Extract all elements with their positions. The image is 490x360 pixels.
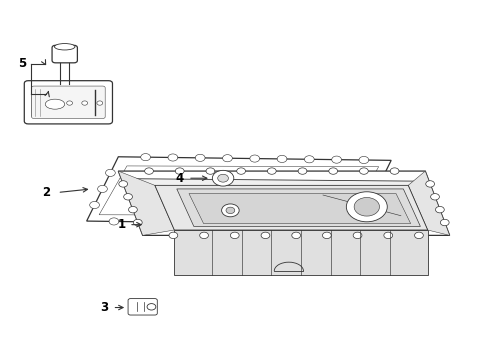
Polygon shape (177, 189, 420, 226)
Circle shape (354, 198, 379, 216)
Text: 2: 2 (42, 186, 50, 199)
Circle shape (415, 232, 423, 239)
Text: 4: 4 (176, 172, 184, 185)
Circle shape (332, 156, 342, 163)
Circle shape (128, 206, 137, 213)
Circle shape (245, 220, 255, 227)
Circle shape (164, 219, 173, 226)
Text: 1: 1 (118, 218, 125, 231)
Circle shape (191, 219, 201, 226)
Polygon shape (87, 157, 391, 225)
Circle shape (221, 204, 239, 217)
Circle shape (384, 232, 392, 239)
Circle shape (390, 168, 399, 174)
Circle shape (327, 221, 337, 228)
Circle shape (119, 181, 127, 187)
Circle shape (250, 155, 260, 162)
Circle shape (298, 168, 307, 174)
Circle shape (346, 192, 387, 222)
Circle shape (218, 219, 228, 226)
Circle shape (196, 154, 205, 161)
Circle shape (277, 156, 287, 162)
Ellipse shape (54, 44, 75, 50)
Circle shape (222, 155, 232, 162)
Circle shape (322, 232, 331, 239)
Circle shape (145, 168, 153, 174)
Circle shape (200, 232, 208, 239)
Polygon shape (118, 171, 450, 235)
Text: 5: 5 (19, 57, 27, 71)
FancyBboxPatch shape (31, 86, 105, 118)
Circle shape (133, 219, 142, 226)
Circle shape (212, 170, 234, 186)
Circle shape (426, 181, 435, 187)
Circle shape (109, 218, 119, 225)
Circle shape (292, 232, 300, 239)
Circle shape (268, 168, 276, 174)
Circle shape (329, 168, 338, 174)
Circle shape (123, 194, 132, 200)
Polygon shape (174, 230, 428, 275)
Circle shape (105, 169, 115, 176)
Circle shape (360, 168, 368, 174)
Circle shape (169, 232, 178, 239)
Circle shape (206, 168, 215, 174)
Circle shape (436, 206, 444, 213)
Polygon shape (118, 171, 174, 235)
Circle shape (359, 157, 369, 163)
Circle shape (304, 156, 314, 163)
Circle shape (370, 189, 380, 196)
Circle shape (237, 168, 245, 174)
Circle shape (147, 303, 156, 310)
Circle shape (168, 154, 178, 161)
FancyBboxPatch shape (24, 81, 113, 124)
Circle shape (353, 232, 362, 239)
Circle shape (300, 220, 310, 228)
Circle shape (261, 232, 270, 239)
Circle shape (141, 154, 150, 161)
Circle shape (218, 174, 228, 182)
FancyBboxPatch shape (128, 298, 157, 315)
Polygon shape (132, 179, 436, 228)
FancyBboxPatch shape (52, 45, 77, 63)
Circle shape (131, 301, 146, 312)
Circle shape (363, 205, 372, 212)
Circle shape (97, 101, 103, 105)
Polygon shape (408, 171, 450, 235)
Circle shape (378, 173, 388, 180)
Polygon shape (155, 185, 428, 230)
Circle shape (175, 168, 184, 174)
Circle shape (441, 219, 449, 226)
Circle shape (82, 101, 88, 105)
Circle shape (136, 218, 146, 225)
Circle shape (67, 101, 73, 105)
Polygon shape (189, 194, 411, 224)
Circle shape (98, 185, 107, 193)
Polygon shape (99, 166, 379, 216)
Circle shape (431, 194, 440, 200)
Circle shape (273, 220, 283, 227)
Circle shape (90, 202, 99, 208)
Circle shape (226, 207, 235, 213)
Circle shape (230, 232, 239, 239)
Text: 3: 3 (100, 301, 109, 314)
Ellipse shape (45, 99, 65, 109)
